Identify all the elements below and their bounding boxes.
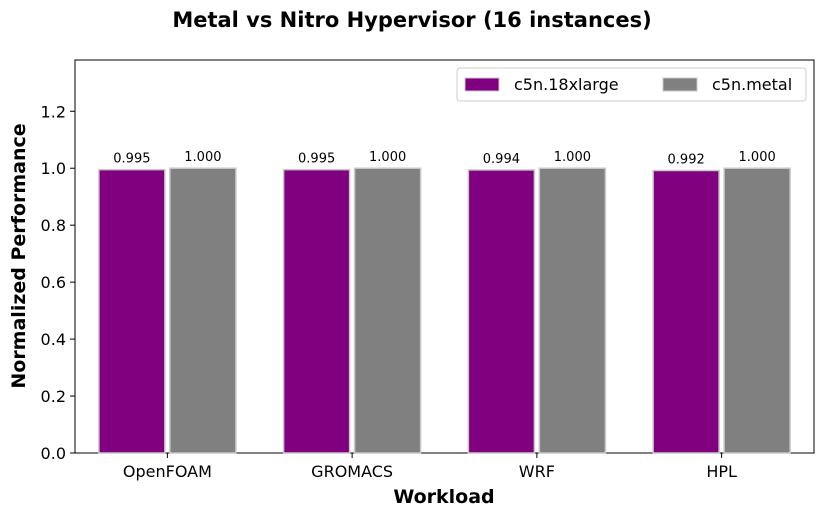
plot-frame [74,59,815,454]
bar-c5n-18xlarge-hpl [652,169,720,454]
bar-c5n-metal-openfoam [169,167,237,454]
bar-value-label: 0.995 [113,152,150,167]
y-tick-label: 1.2 [41,102,66,121]
y-tick-label: 0.4 [41,330,66,349]
bar-value-label: 0.992 [668,152,705,167]
x-tick-label: WRF [519,462,555,481]
y-tick-label: 0.0 [41,444,66,463]
bar-value-label: 1.000 [739,150,776,165]
x-tick-label: OpenFOAM [123,462,212,481]
bar-c5n-metal-wrf [538,167,607,454]
legend [456,67,807,102]
bar-value-label: 1.000 [184,150,221,165]
bar-value-label: 1.000 [554,150,591,165]
y-axis-label: Normalized Performance [8,123,30,388]
bar-c5n-metal-hpl [723,167,791,454]
x-tick-label: HPL [706,462,737,481]
legend-swatch [662,77,698,92]
x-axis-label: Workload [393,486,494,508]
plot-area: 0.0 0.2 0.4 0.6 0.8 1.0 1.2 0.995 1.000 OpenFOAM 0… [41,59,815,481]
bar-value-label: 0.994 [483,152,520,167]
legend-label: c5n.18xlarge [514,75,619,94]
legend-label: c5n.metal [712,75,792,94]
bar-value-label: 1.000 [369,150,406,165]
y-tick-label: 1.0 [41,159,66,178]
legend-swatch [464,77,500,92]
y-tick-label: 0.8 [41,216,66,235]
chart-title: Metal vs Nitro Hypervisor (16 instances) [172,8,651,32]
bar-value-label: 0.995 [298,152,335,167]
y-tick-label: 0.6 [41,273,66,292]
bar-c5n-18xlarge-openfoam [98,168,166,454]
bar-c5n-18xlarge-wrf [467,169,536,454]
x-tick-label: GROMACS [311,462,393,481]
bar-c5n-18xlarge-gromacs [282,168,351,454]
bar-c5n-metal-gromacs [353,167,422,454]
y-tick-label: 0.2 [41,387,66,406]
